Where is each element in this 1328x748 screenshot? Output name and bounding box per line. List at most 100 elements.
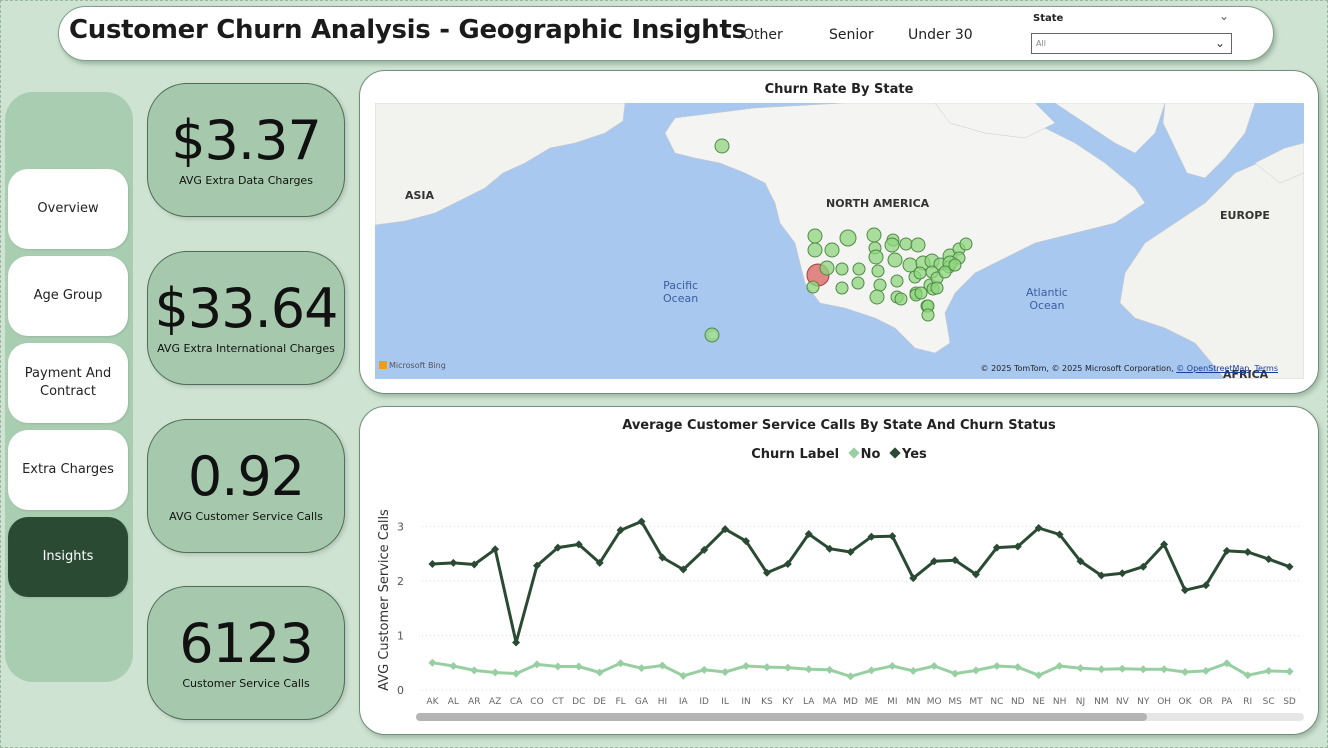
- data-point-no[interactable]: [867, 666, 876, 675]
- state-bubbles[interactable]: [375, 103, 1304, 379]
- data-point-yes[interactable]: [1264, 555, 1273, 564]
- data-point-no[interactable]: [825, 665, 834, 674]
- state-bubble[interactable]: [839, 229, 857, 247]
- data-point-no[interactable]: [1222, 659, 1231, 668]
- state-bubble[interactable]: [871, 264, 885, 278]
- state-bubble[interactable]: [704, 327, 720, 343]
- data-point-yes[interactable]: [1285, 562, 1294, 571]
- data-point-no[interactable]: [574, 662, 583, 671]
- data-point-yes[interactable]: [532, 561, 541, 570]
- data-point-no[interactable]: [762, 663, 771, 672]
- data-point-no[interactable]: [491, 668, 500, 677]
- data-point-no[interactable]: [1285, 667, 1294, 676]
- state-bubble[interactable]: [910, 237, 926, 253]
- data-point-yes[interactable]: [909, 574, 918, 583]
- data-point-yes[interactable]: [491, 545, 500, 554]
- state-bubble[interactable]: [835, 281, 849, 295]
- data-point-yes[interactable]: [1076, 557, 1085, 566]
- data-point-no[interactable]: [1181, 668, 1190, 676]
- data-point-yes[interactable]: [867, 532, 876, 541]
- data-point-yes[interactable]: [700, 545, 709, 554]
- state-bubble[interactable]: [824, 242, 840, 258]
- state-bubble[interactable]: [894, 292, 908, 306]
- osm-link[interactable]: © OpenStreetMap: [1176, 364, 1250, 373]
- data-point-no[interactable]: [804, 665, 813, 674]
- state-bubble[interactable]: [819, 260, 835, 276]
- data-point-yes[interactable]: [1034, 524, 1043, 532]
- state-bubble[interactable]: [959, 237, 973, 251]
- data-point-yes[interactable]: [992, 543, 1001, 552]
- data-point-yes[interactable]: [574, 540, 583, 549]
- data-point-yes[interactable]: [846, 548, 855, 556]
- state-bubble[interactable]: [948, 258, 962, 272]
- data-point-yes[interactable]: [637, 517, 646, 526]
- data-point-no[interactable]: [512, 669, 521, 678]
- nav-overview[interactable]: Overview: [8, 169, 128, 249]
- data-point-no[interactable]: [637, 664, 646, 673]
- state-bubble[interactable]: [887, 252, 903, 268]
- data-point-no[interactable]: [470, 666, 479, 675]
- state-bubble[interactable]: [899, 237, 913, 251]
- data-point-yes[interactable]: [783, 560, 792, 568]
- data-point-yes[interactable]: [1201, 581, 1210, 590]
- data-point-yes[interactable]: [1097, 571, 1106, 580]
- data-point-yes[interactable]: [742, 537, 751, 546]
- data-point-no[interactable]: [1160, 665, 1169, 674]
- data-point-yes[interactable]: [616, 526, 625, 535]
- data-point-yes[interactable]: [679, 565, 688, 574]
- data-point-no[interactable]: [595, 668, 604, 677]
- data-point-no[interactable]: [971, 666, 980, 675]
- data-point-yes[interactable]: [1013, 542, 1022, 551]
- data-point-yes[interactable]: [1160, 540, 1169, 549]
- data-point-no[interactable]: [1118, 664, 1127, 673]
- nav-insights[interactable]: Insights: [8, 517, 128, 597]
- data-point-yes[interactable]: [428, 560, 437, 568]
- line-chart[interactable]: 0 1 2 3 AVG Customer Service Calls AK AL AR AZ CA…: [360, 407, 1318, 734]
- data-point-yes[interactable]: [512, 638, 521, 647]
- data-point-yes[interactable]: [721, 525, 730, 534]
- data-point-no[interactable]: [721, 668, 730, 676]
- segment-other[interactable]: Other: [743, 27, 783, 43]
- data-point-no[interactable]: [658, 661, 667, 670]
- segment-senior[interactable]: Senior: [829, 27, 874, 43]
- data-point-yes[interactable]: [595, 558, 604, 567]
- data-point-yes[interactable]: [971, 570, 980, 579]
- data-point-no[interactable]: [742, 662, 751, 670]
- data-point-yes[interactable]: [1243, 548, 1252, 556]
- state-bubble[interactable]: [835, 262, 849, 276]
- terms-link[interactable]: Terms: [1254, 364, 1278, 373]
- chart-scrollbar[interactable]: [416, 713, 1147, 721]
- state-bubble[interactable]: [807, 228, 823, 244]
- data-point-yes[interactable]: [553, 543, 562, 552]
- data-point-no[interactable]: [1097, 665, 1106, 674]
- data-point-no[interactable]: [1201, 666, 1210, 675]
- data-point-yes[interactable]: [951, 556, 960, 565]
- data-point-yes[interactable]: [762, 568, 771, 577]
- state-bubble[interactable]: [914, 286, 928, 300]
- data-point-no[interactable]: [1139, 665, 1148, 674]
- data-point-yes[interactable]: [825, 544, 834, 553]
- data-point-no[interactable]: [700, 665, 709, 674]
- data-point-yes[interactable]: [1222, 546, 1231, 555]
- state-bubble[interactable]: [930, 281, 944, 295]
- data-point-yes[interactable]: [1118, 569, 1127, 578]
- legend-no[interactable]: No: [860, 447, 881, 462]
- data-point-no[interactable]: [1055, 662, 1064, 670]
- churn-map[interactable]: ASIA NORTH AMERICA EUROPE AFRICA Pacific…: [375, 103, 1304, 379]
- state-bubble[interactable]: [921, 308, 935, 322]
- legend-yes[interactable]: Yes: [901, 447, 927, 462]
- data-point-no[interactable]: [888, 662, 897, 670]
- data-point-no[interactable]: [1243, 671, 1252, 680]
- nav-extra-charges[interactable]: Extra Charges: [8, 430, 128, 510]
- data-point-yes[interactable]: [449, 558, 458, 567]
- data-point-yes[interactable]: [888, 532, 897, 541]
- data-point-no[interactable]: [616, 659, 625, 668]
- nav-payment-and-contract[interactable]: Payment And Contract: [8, 343, 128, 423]
- segment-under-30[interactable]: Under 30: [908, 27, 973, 43]
- state-bubble[interactable]: [868, 249, 884, 265]
- data-point-no[interactable]: [1264, 666, 1273, 675]
- state-bubble[interactable]: [873, 278, 887, 292]
- data-point-no[interactable]: [909, 666, 918, 675]
- data-point-yes[interactable]: [658, 553, 667, 562]
- data-point-no[interactable]: [846, 672, 855, 681]
